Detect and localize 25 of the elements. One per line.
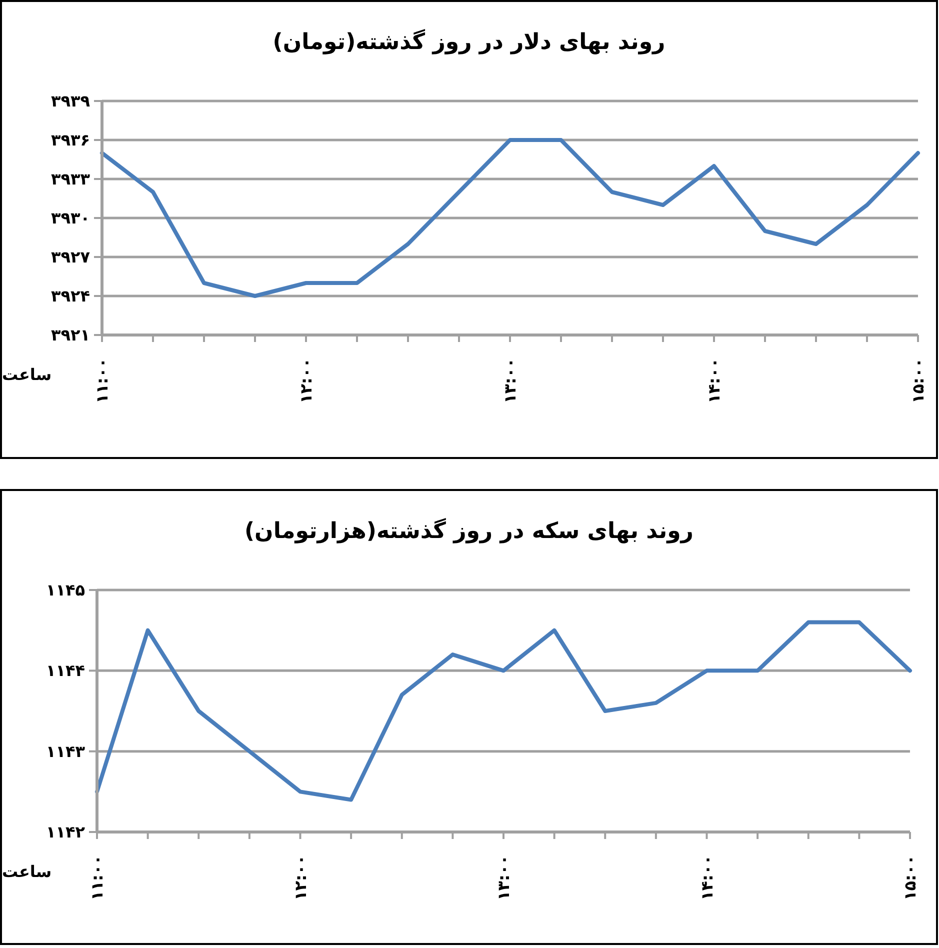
y-tick-label: ۳۹۳۳ xyxy=(50,170,90,188)
y-tick-label: ۳۹۲۷ xyxy=(50,248,90,266)
x-tick-label: ۱۲:۰۰ xyxy=(296,358,316,404)
x-tick-label: ۱۳:۰۰ xyxy=(500,358,520,404)
y-tick-label: ۳۹۲۴ xyxy=(50,286,90,306)
x-tick-label: ۱۳:۰۰ xyxy=(494,855,514,900)
x-tick-label: ۱۵:۰۰ xyxy=(908,358,928,404)
chart-title: روند بهای دلار در روز گذشته(تومان) xyxy=(272,30,666,55)
y-tick-label: ۱۱۴۵ xyxy=(46,580,86,600)
x-tick-label: ۱۴:۰۰ xyxy=(697,855,716,900)
x-axis-title: ساعت xyxy=(2,365,52,384)
y-tick-label: ۳۹۳۹ xyxy=(50,92,90,110)
chart-title: روند بهای سکه در روز گذشته(هزارتومان) xyxy=(244,519,694,544)
y-tick-label: ۱۱۴۴ xyxy=(46,661,86,680)
y-tick-label: ۳۹۳۶ xyxy=(50,130,90,150)
y-tick-label: ۱۱۴۲ xyxy=(46,822,86,842)
x-tick-label: ۱۲:۰۰ xyxy=(290,855,310,900)
y-tick-label: ۱۱۴۳ xyxy=(46,742,86,761)
x-tick-label: ۱۱:۰۰ xyxy=(88,855,107,900)
x-tick-label: ۱۵:۰۰ xyxy=(900,855,920,900)
x-tick-label: ۱۴:۰۰ xyxy=(704,358,724,404)
y-tick-label: ۳۹۲۱ xyxy=(50,326,90,344)
x-axis-title: ساعت xyxy=(2,862,52,881)
x-tick-label: ۱۱:۰۰ xyxy=(92,358,112,404)
y-tick-label: ۳۹۳۰ xyxy=(50,208,90,228)
